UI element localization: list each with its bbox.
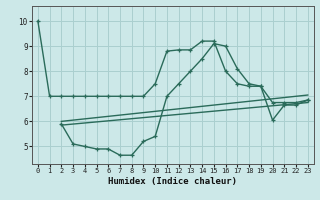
X-axis label: Humidex (Indice chaleur): Humidex (Indice chaleur) [108,177,237,186]
